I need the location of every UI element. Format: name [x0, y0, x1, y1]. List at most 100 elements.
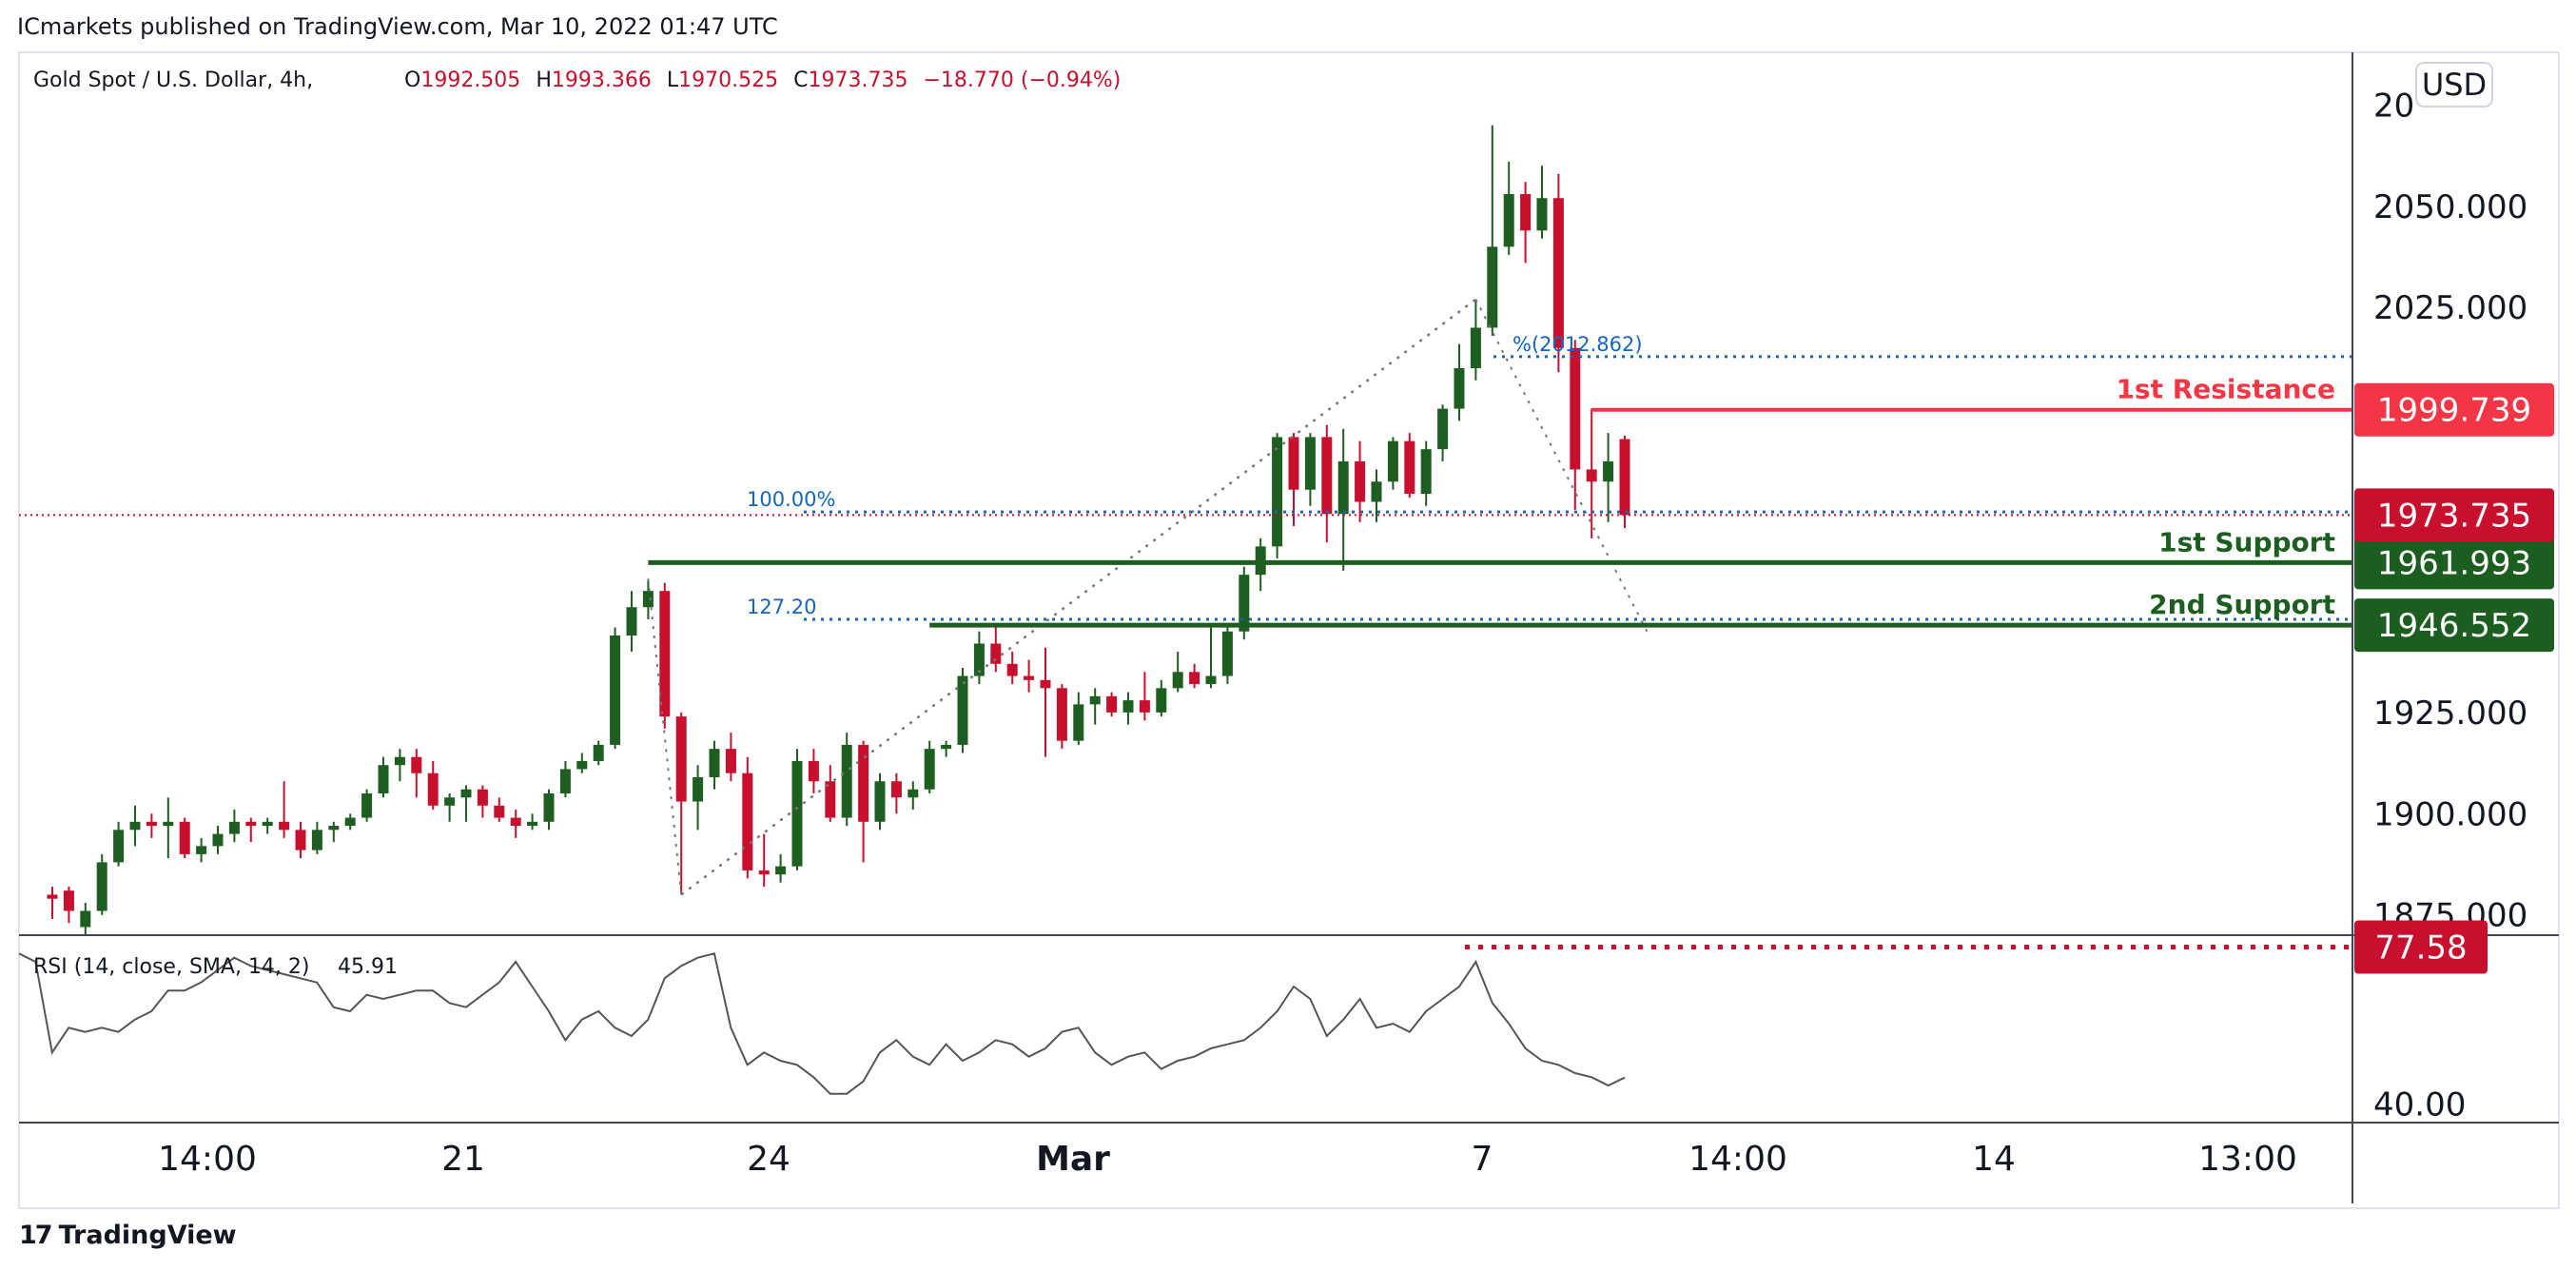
- candle[interactable]: [659, 582, 671, 729]
- candle[interactable]: [791, 749, 803, 870]
- candle[interactable]: [709, 740, 720, 790]
- candle[interactable]: [693, 765, 704, 831]
- candle[interactable]: [1454, 343, 1465, 421]
- candle[interactable]: [1056, 684, 1067, 750]
- candle[interactable]: [1139, 672, 1150, 721]
- candle[interactable]: [957, 668, 968, 753]
- candle[interactable]: [47, 886, 58, 919]
- candle[interactable]: [841, 733, 852, 827]
- candle[interactable]: [1586, 408, 1597, 538]
- candle[interactable]: [411, 749, 422, 798]
- candle[interactable]: [775, 853, 787, 883]
- candle[interactable]: [1189, 663, 1200, 689]
- candle[interactable]: [1272, 433, 1283, 559]
- currency-button-label[interactable]: USD: [2422, 67, 2487, 103]
- candle[interactable]: [1089, 688, 1101, 725]
- candle[interactable]: [361, 789, 373, 822]
- candle[interactable]: [1470, 299, 1481, 381]
- tradingview-brand[interactable]: 17 TradingView: [19, 1221, 237, 1250]
- candle[interactable]: [1221, 623, 1233, 685]
- candle[interactable]: [295, 821, 306, 859]
- candle[interactable]: [742, 756, 753, 879]
- currency-button-box[interactable]: [2415, 62, 2493, 108]
- candle[interactable]: [1156, 679, 1167, 717]
- candle[interactable]: [1304, 433, 1316, 506]
- candle[interactable]: [593, 740, 604, 766]
- candle[interactable]: [279, 781, 290, 838]
- candle[interactable]: [559, 760, 571, 798]
- candle[interactable]: [196, 837, 207, 863]
- candle[interactable]: [1487, 125, 1498, 336]
- candle[interactable]: [1321, 424, 1333, 543]
- candle[interactable]: [808, 749, 819, 794]
- candle[interactable]: [973, 631, 985, 685]
- candle[interactable]: [1024, 659, 1035, 693]
- candle[interactable]: [1172, 652, 1183, 693]
- candle[interactable]: [96, 853, 107, 915]
- candle[interactable]: [494, 797, 505, 822]
- price-pane[interactable]: [47, 125, 1630, 935]
- candle[interactable]: [825, 765, 836, 822]
- candle[interactable]: [990, 627, 1002, 673]
- candle[interactable]: [725, 733, 736, 782]
- candle[interactable]: [245, 817, 257, 843]
- candle[interactable]: [1239, 566, 1250, 640]
- candle[interactable]: [874, 772, 886, 831]
- candle[interactable]: [1337, 428, 1349, 571]
- candle[interactable]: [1205, 627, 1217, 689]
- candle[interactable]: [890, 772, 902, 814]
- rsi-pane[interactable]: [18, 944, 2352, 1095]
- candle[interactable]: [1404, 433, 1415, 499]
- candle[interactable]: [907, 781, 919, 811]
- candle[interactable]: [1371, 469, 1382, 522]
- candle[interactable]: [675, 712, 687, 895]
- candle[interactable]: [510, 810, 521, 838]
- candle[interactable]: [1040, 647, 1051, 757]
- candle[interactable]: [1536, 166, 1548, 239]
- candle[interactable]: [1073, 692, 1084, 745]
- candle[interactable]: [460, 785, 472, 822]
- candle[interactable]: [1603, 433, 1614, 522]
- candle[interactable]: [427, 760, 439, 811]
- candle[interactable]: [924, 740, 935, 794]
- candle[interactable]: [179, 817, 190, 859]
- candle[interactable]: [1355, 440, 1366, 522]
- candle[interactable]: [527, 813, 538, 831]
- candle[interactable]: [1570, 340, 1581, 511]
- candle[interactable]: [642, 578, 654, 619]
- candle[interactable]: [163, 797, 174, 859]
- candle[interactable]: [378, 756, 389, 798]
- candle[interactable]: [1006, 652, 1018, 685]
- candle[interactable]: [1503, 161, 1514, 255]
- candle[interactable]: [610, 627, 621, 750]
- candle[interactable]: [1552, 173, 1564, 373]
- candle[interactable]: [1106, 692, 1118, 717]
- candle[interactable]: [626, 591, 637, 653]
- candle[interactable]: [1437, 404, 1449, 461]
- candle[interactable]: [262, 817, 273, 834]
- candle[interactable]: [576, 753, 588, 773]
- candle[interactable]: [394, 749, 405, 782]
- candle[interactable]: [444, 793, 456, 822]
- candle[interactable]: [1619, 435, 1630, 529]
- candle[interactable]: [311, 821, 322, 854]
- currency-button[interactable]: USD: [2415, 62, 2493, 108]
- candle[interactable]: [477, 785, 488, 818]
- rsi-line[interactable]: [18, 952, 1626, 1095]
- candle[interactable]: [228, 810, 240, 843]
- candle[interactable]: [63, 886, 74, 924]
- candle[interactable]: [543, 789, 555, 831]
- candle[interactable]: [1122, 692, 1134, 725]
- candle[interactable]: [1387, 437, 1398, 490]
- candle[interactable]: [129, 805, 141, 847]
- candle[interactable]: [1420, 440, 1432, 506]
- candle[interactable]: [80, 902, 91, 935]
- candle[interactable]: [1520, 182, 1532, 264]
- candle[interactable]: [344, 813, 356, 831]
- candle[interactable]: [941, 740, 952, 757]
- candle[interactable]: [858, 740, 869, 863]
- candle[interactable]: [328, 821, 340, 843]
- candle[interactable]: [212, 826, 224, 854]
- candle[interactable]: [758, 833, 770, 887]
- candle[interactable]: [113, 821, 125, 867]
